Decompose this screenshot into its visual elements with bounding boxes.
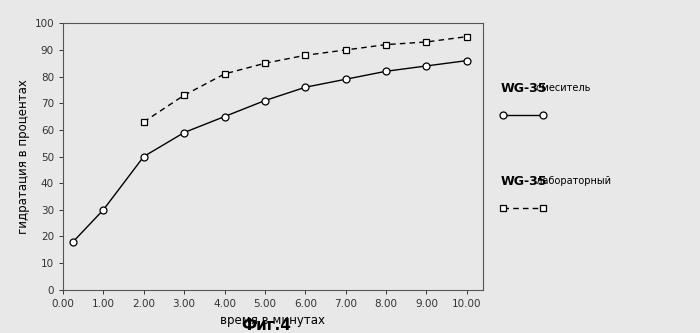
Text: Фиг.4: Фиг.4 xyxy=(241,318,291,333)
Y-axis label: гидратация в процентах: гидратация в процентах xyxy=(18,79,30,234)
Text: лабораторный: лабораторный xyxy=(533,176,611,186)
Text: смеситель: смеситель xyxy=(533,83,591,93)
Text: WG-35: WG-35 xyxy=(500,175,547,188)
X-axis label: время в минутах: время в минутах xyxy=(220,314,326,327)
Text: WG-35: WG-35 xyxy=(500,82,547,95)
